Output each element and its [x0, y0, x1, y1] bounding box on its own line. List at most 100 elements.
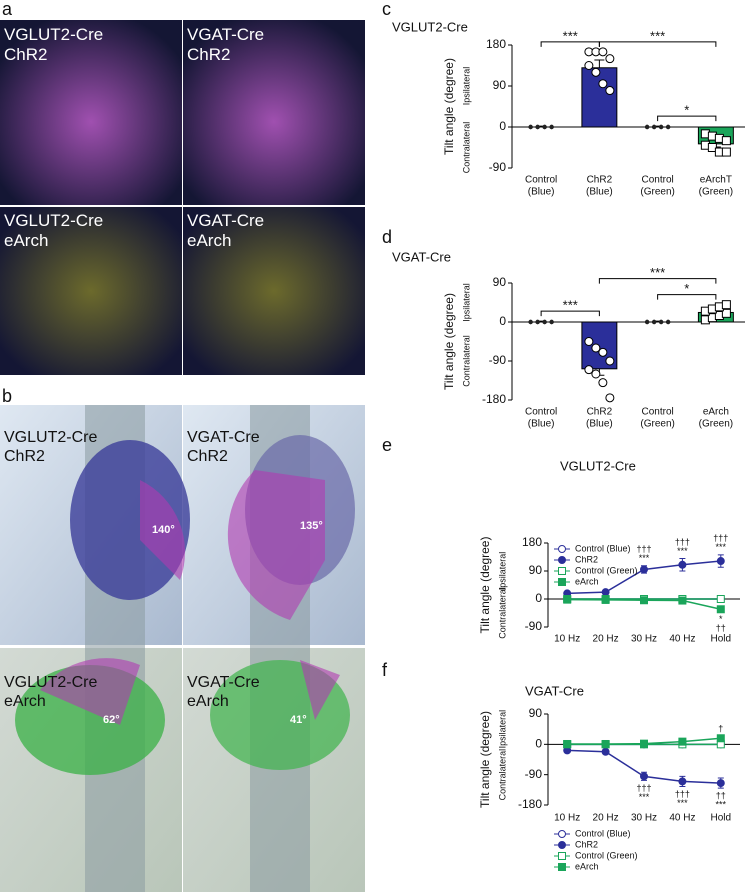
- image-label: eArch: [4, 231, 48, 250]
- data-point: [665, 319, 671, 325]
- data-point: [644, 124, 650, 130]
- data-point: [535, 319, 540, 325]
- significance-label: ***: [650, 265, 665, 280]
- y-tick-label: 90: [493, 275, 507, 289]
- data-point: [549, 319, 554, 325]
- legend-label: Control (Blue): [575, 828, 631, 838]
- data-point: [558, 578, 566, 586]
- y-axis-label: Tilt angle (degree): [478, 711, 492, 808]
- annotation: ***: [716, 800, 727, 810]
- data-point: [716, 734, 725, 743]
- significance-label: ***: [563, 298, 578, 313]
- significance-bracket: [657, 115, 717, 122]
- data-point: [716, 605, 725, 614]
- histology-image: [0, 20, 182, 205]
- panel-label: c: [382, 0, 391, 19]
- annotation: †††: [675, 789, 690, 799]
- annotation: ***: [716, 542, 727, 552]
- data-point: [721, 136, 731, 146]
- data-point: [678, 737, 687, 746]
- significance-bracket: [598, 41, 717, 47]
- y-tick-label: -180: [482, 392, 506, 406]
- data-point: [598, 79, 608, 89]
- image-label: ChR2: [187, 45, 230, 64]
- panel-label: d: [382, 227, 392, 247]
- y-tick-label: 0: [535, 737, 542, 751]
- data-point: [558, 545, 566, 553]
- error-bar: [594, 59, 605, 68]
- data-point: [601, 739, 610, 748]
- side-label: Ipsilateral: [461, 67, 471, 106]
- data-point: [558, 863, 566, 871]
- data-point: [584, 337, 594, 346]
- data-point: [542, 319, 547, 325]
- x-tick-label: Control: [642, 407, 674, 418]
- y-tick-label: 180: [486, 37, 506, 51]
- y-axis-label: Tilt angle (degree): [478, 537, 492, 634]
- legend-label: eArch: [575, 576, 599, 586]
- data-point: [605, 393, 615, 403]
- chart-title: VGAT-Cre: [392, 249, 451, 264]
- panel-label: a: [2, 0, 13, 19]
- data-point: [558, 841, 566, 849]
- data-point: [658, 319, 664, 325]
- data-point: [601, 595, 610, 604]
- side-label: Contralateral: [497, 587, 507, 639]
- data-point: [721, 308, 731, 318]
- data-point: [528, 124, 533, 130]
- panel-label: b: [2, 386, 12, 406]
- data-point: [665, 124, 671, 130]
- annotation: ***: [677, 546, 688, 556]
- legend-label: ChR2: [575, 839, 598, 849]
- data-point: [678, 596, 687, 605]
- annotation: ***: [639, 792, 650, 802]
- x-tick-label: 20 Hz: [593, 813, 619, 824]
- y-tick-label: -180: [518, 797, 542, 811]
- data-point: [640, 596, 648, 605]
- x-tick-label: eArchT: [700, 175, 732, 186]
- chart-title: VGLUT2-Cre: [560, 458, 636, 473]
- x-tick-label: Hold: [711, 813, 732, 824]
- panel-label: e: [382, 435, 392, 455]
- annotation: *: [719, 614, 723, 624]
- data-point: [716, 557, 725, 566]
- y-tick-label: -90: [525, 767, 543, 781]
- data-point: [605, 54, 615, 64]
- data-point: [644, 319, 650, 325]
- annotation: †††: [636, 544, 651, 554]
- histology-image: [183, 20, 365, 205]
- x-tick-label: (Blue): [528, 187, 555, 198]
- data-point: [558, 556, 566, 564]
- angle-label: 140°: [152, 524, 175, 536]
- side-label: Contralateral: [497, 749, 507, 801]
- side-label: Ipsilateral: [497, 552, 507, 591]
- data-point: [598, 378, 608, 388]
- angle-wedge: [227, 470, 325, 620]
- panel-label: f: [382, 660, 388, 680]
- x-tick-label: (Green): [699, 187, 733, 198]
- histology-image: [183, 207, 365, 375]
- x-tick-label: (Blue): [528, 419, 555, 430]
- y-tick-label: 90: [529, 706, 543, 720]
- image-label: VGAT-Cre: [187, 25, 264, 44]
- data-point: [558, 567, 566, 575]
- y-tick-label: 0: [535, 591, 542, 605]
- side-label: Contralateral: [461, 335, 471, 387]
- data-point: [558, 852, 566, 860]
- image-label: VGAT-Cre: [187, 211, 264, 230]
- significance-label: *: [684, 103, 689, 118]
- data-point: [716, 779, 725, 788]
- angle-label: 62°: [103, 714, 120, 726]
- data-point: [549, 124, 554, 130]
- x-tick-label: ChR2: [587, 407, 613, 418]
- data-point: [563, 595, 572, 604]
- data-point: [651, 319, 657, 325]
- chart-title: VGAT-Cre: [525, 683, 584, 698]
- chart-title: VGLUT2-Cre: [392, 19, 468, 34]
- x-tick-label: 20 Hz: [593, 634, 619, 645]
- data-point: [716, 595, 725, 603]
- x-tick-label: (Blue): [586, 419, 613, 430]
- data-point: [640, 772, 648, 781]
- annotation: ††: [716, 791, 726, 801]
- image-label: VGLUT2-Cre: [4, 211, 103, 230]
